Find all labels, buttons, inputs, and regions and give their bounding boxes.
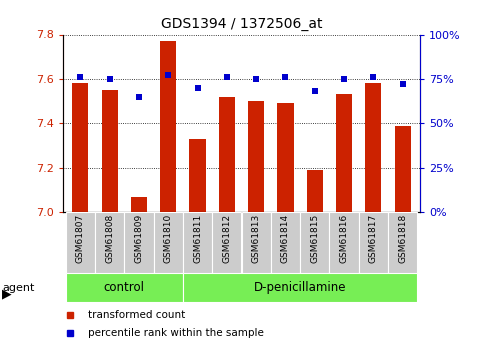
Text: percentile rank within the sample: percentile rank within the sample <box>88 328 264 338</box>
Bar <box>336 95 352 212</box>
Bar <box>219 97 235 212</box>
Bar <box>307 170 323 212</box>
Bar <box>271 212 300 273</box>
Text: GSM61818: GSM61818 <box>398 214 407 263</box>
Text: GSM61811: GSM61811 <box>193 214 202 263</box>
Bar <box>95 212 124 273</box>
Text: ▶: ▶ <box>2 287 12 300</box>
Text: GSM61809: GSM61809 <box>134 214 143 263</box>
Bar <box>66 273 183 302</box>
Bar <box>242 212 271 273</box>
Bar <box>160 41 176 212</box>
Text: D-penicillamine: D-penicillamine <box>254 281 346 294</box>
Bar <box>189 139 206 212</box>
Text: GSM61816: GSM61816 <box>340 214 349 263</box>
Bar <box>183 273 417 302</box>
Bar <box>388 212 417 273</box>
Title: GDS1394 / 1372506_at: GDS1394 / 1372506_at <box>161 17 322 31</box>
Text: GSM61817: GSM61817 <box>369 214 378 263</box>
Text: GSM61810: GSM61810 <box>164 214 173 263</box>
Bar <box>72 83 88 212</box>
Bar <box>154 212 183 273</box>
Text: transformed count: transformed count <box>88 310 185 320</box>
Bar <box>365 83 382 212</box>
Text: control: control <box>104 281 145 294</box>
Bar <box>131 197 147 212</box>
Text: GSM61814: GSM61814 <box>281 214 290 263</box>
Text: agent: agent <box>2 283 35 293</box>
Bar <box>212 212 242 273</box>
Bar <box>359 212 388 273</box>
Bar <box>300 212 329 273</box>
Text: GSM61815: GSM61815 <box>310 214 319 263</box>
Text: GSM61812: GSM61812 <box>222 214 231 263</box>
Bar <box>183 212 212 273</box>
Text: GSM61808: GSM61808 <box>105 214 114 263</box>
Bar <box>101 90 118 212</box>
Text: GSM61813: GSM61813 <box>252 214 261 263</box>
Bar <box>277 104 294 212</box>
Bar <box>329 212 359 273</box>
Bar <box>395 126 411 212</box>
Text: GSM61807: GSM61807 <box>76 214 85 263</box>
Bar <box>124 212 154 273</box>
Bar <box>248 101 264 212</box>
Bar <box>66 212 95 273</box>
